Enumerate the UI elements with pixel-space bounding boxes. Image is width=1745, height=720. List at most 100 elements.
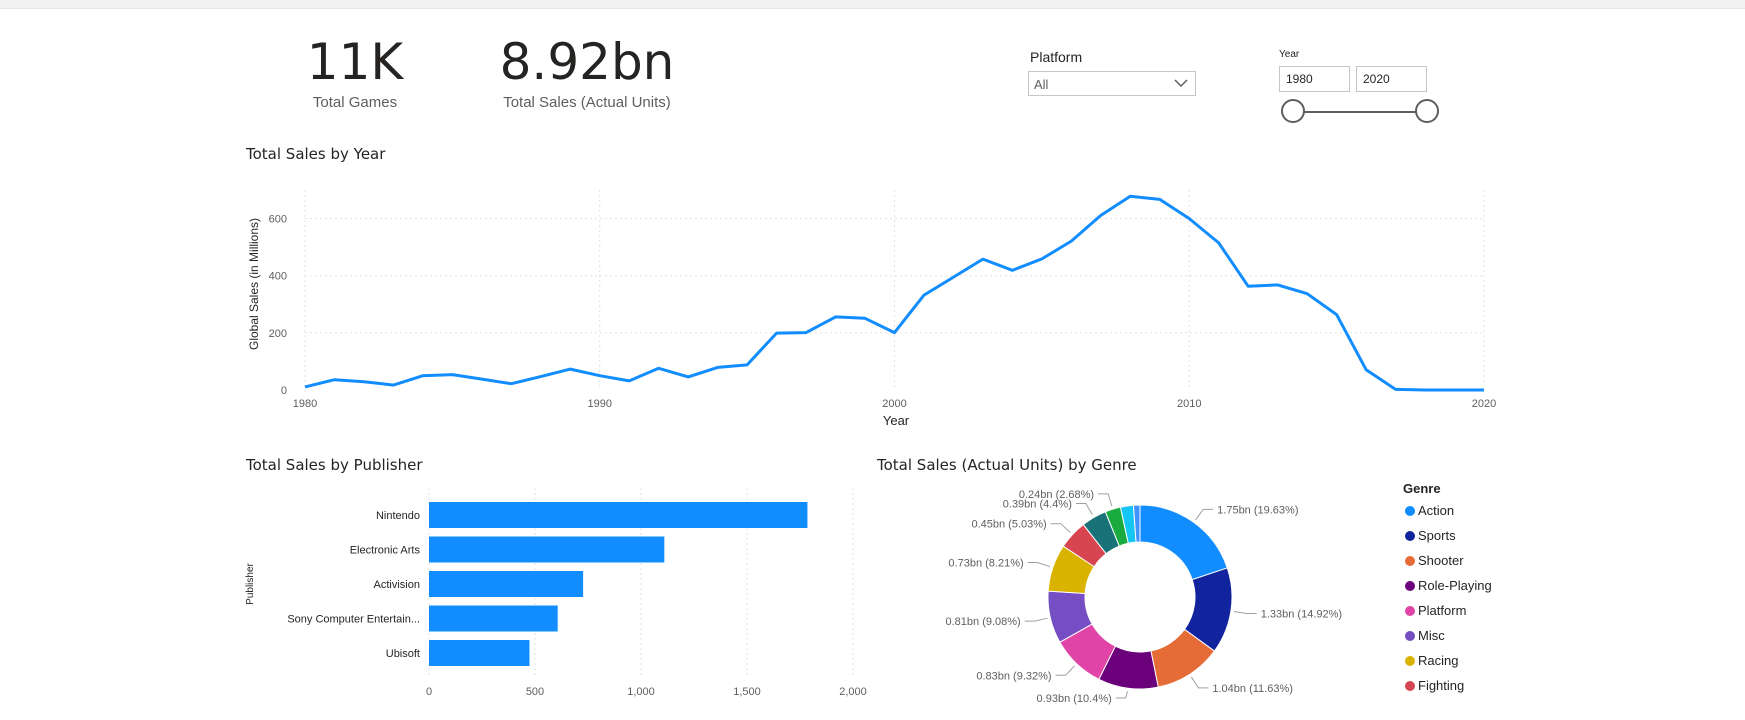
legend-item[interactable]: Action	[1405, 503, 1454, 519]
publisher-bar[interactable]	[429, 571, 584, 597]
year-slider-end-handle[interactable]	[1415, 99, 1439, 123]
chevron-down-icon	[1174, 79, 1188, 88]
legend-dot-icon	[1405, 656, 1415, 666]
legend-label: Platform	[1418, 603, 1467, 618]
legend-item[interactable]: Fighting	[1405, 678, 1464, 694]
legend-label: Sports	[1418, 528, 1456, 543]
publisher-label: Nintendo	[376, 510, 420, 522]
legend-label: Fighting	[1418, 678, 1465, 693]
slice-leader-line	[1027, 562, 1051, 568]
slice-data-label: 0.83bn (9.32%)	[976, 670, 1051, 682]
line-y-tick-label: 400	[269, 271, 287, 283]
legend-dot-icon	[1405, 631, 1415, 641]
publisher-label: Ubisoft	[386, 648, 420, 660]
bar-x-tick-label: 500	[526, 686, 544, 698]
kpi-label: Total Games	[312, 94, 398, 111]
genre-legend-title: Genre	[1403, 481, 1441, 496]
platform-dropdown[interactable]: All	[1028, 71, 1196, 96]
publisher-bar[interactable]	[429, 640, 530, 666]
platform-selected: All	[1034, 77, 1049, 92]
year-from-input[interactable]: 1980	[1279, 66, 1350, 92]
bar-x-tick-label: 0	[426, 686, 432, 698]
year-to-value: 2020	[1363, 72, 1390, 86]
publisher-bar[interactable]	[429, 605, 558, 632]
line-x-tick-label: 2010	[1177, 398, 1201, 410]
publisher-bar[interactable]	[429, 536, 665, 563]
slice-leader-line	[1055, 665, 1075, 676]
slice-data-label: 1.04bn (11.63%)	[1212, 683, 1293, 695]
legend-label: Misc	[1418, 628, 1445, 643]
slice-leader-line	[1024, 617, 1048, 622]
bar-x-tick-label: 1,000	[627, 686, 655, 698]
bar-chart-title: Total Sales by Publisher	[246, 456, 423, 474]
legend-label: Role-Playing	[1418, 578, 1492, 593]
legend-item[interactable]: Racing	[1405, 653, 1458, 669]
legend-item[interactable]: Misc	[1405, 628, 1445, 644]
line-y-tick-label: 200	[269, 328, 287, 340]
legend-label: Shooter	[1418, 553, 1464, 568]
line-x-tick-label: 2000	[882, 398, 906, 410]
kpi-total-games: 11K Total Games	[260, 34, 450, 111]
slice-leader-line	[1075, 503, 1093, 516]
genre-slice[interactable]	[1132, 504, 1141, 543]
line-x-tick-label: 2020	[1472, 398, 1496, 410]
slice-leader-line	[1115, 691, 1128, 699]
legend-item[interactable]: Shooter	[1405, 553, 1464, 569]
year-to-input[interactable]: 2020	[1356, 66, 1427, 92]
legend-dot-icon	[1405, 556, 1415, 566]
line-x-tick-label: 1990	[588, 398, 612, 410]
slice-data-label: 0.81bn (9.08%)	[946, 616, 1021, 628]
legend-label: Action	[1418, 503, 1455, 518]
publisher-label: Sony Computer Entertain...	[287, 614, 420, 626]
line-y-axis-title: Global Sales (in Millions)	[247, 218, 261, 350]
year-slider-track[interactable]	[1293, 111, 1427, 113]
slice-data-label: 1.33bn (14.92%)	[1261, 609, 1342, 621]
slice-data-label: 0.45bn (5.03%)	[971, 519, 1046, 531]
legend-dot-icon	[1405, 681, 1415, 691]
year-slicer-title: Year	[1279, 49, 1300, 60]
slice-leader-line	[1050, 523, 1071, 533]
kpi-label: Total Sales (Actual Units)	[503, 94, 671, 111]
legend-dot-icon	[1405, 506, 1415, 516]
bar-x-tick-label: 2,000	[839, 686, 867, 698]
series-line	[304, 194, 1484, 392]
publisher-label: Electronic Arts	[350, 545, 421, 557]
legend-dot-icon	[1405, 531, 1415, 541]
slice-data-label: 0.24bn (2.68%)	[1019, 489, 1094, 501]
bar-y-axis-title: Publisher	[245, 562, 256, 604]
kpi-value: 8.92bn	[499, 33, 675, 91]
slice-leader-line	[1190, 676, 1209, 689]
sales-by-publisher-bar-chart: Nintendo Electronic Arts Activision Sony Co…	[245, 488, 867, 698]
kpi-value: 11K	[306, 33, 404, 91]
year-slider-start-handle[interactable]	[1281, 99, 1305, 123]
platform-slicer-title: Platform	[1030, 49, 1083, 65]
legend-item[interactable]: Role-Playing	[1405, 578, 1492, 594]
line-y-tick-label: 0	[281, 385, 287, 397]
publisher-label: Activision	[374, 579, 420, 591]
donut-chart-title: Total Sales (Actual Units) by Genre	[877, 456, 1137, 474]
year-from-value: 1980	[1286, 72, 1313, 86]
slice-data-label: 0.73bn (8.21%)	[948, 558, 1023, 570]
line-x-axis-title: Year	[883, 413, 910, 428]
line-y-tick-label: 600	[269, 214, 287, 226]
legend-dot-icon	[1405, 606, 1415, 616]
slice-data-label: 0.93bn (10.4%)	[1037, 693, 1112, 705]
legend-item[interactable]: Platform	[1405, 603, 1466, 619]
slice-leader-line	[1233, 611, 1257, 615]
sales-by-year-line-chart: 0 200 400 600 1980 1990 2000 2010 2020 Year Glo…	[247, 190, 1496, 428]
bar-x-tick-label: 1,500	[733, 686, 761, 698]
legend-dot-icon	[1405, 581, 1415, 591]
line-x-tick-label: 1980	[293, 398, 317, 410]
sales-by-genre-donut-chart: 1.75bn (19.63%) 1.33bn (14.92%) 1.04bn (11…	[946, 489, 1343, 705]
publisher-bar[interactable]	[429, 502, 808, 528]
legend-label: Racing	[1418, 653, 1459, 668]
line-chart-title: Total Sales by Year	[246, 145, 386, 163]
kpi-total-sales: 8.92bn Total Sales (Actual Units)	[472, 34, 702, 111]
genre-slice[interactable]	[1139, 504, 1228, 581]
slice-leader-line	[1195, 508, 1214, 521]
slice-data-label: 1.75bn (19.63%)	[1217, 504, 1298, 516]
slice-data-label: 0.39bn (4.4%)	[1003, 499, 1072, 511]
slice-leader-line	[1098, 493, 1113, 507]
legend-item[interactable]: Sports	[1405, 528, 1456, 544]
top-bar	[0, 0, 1745, 9]
